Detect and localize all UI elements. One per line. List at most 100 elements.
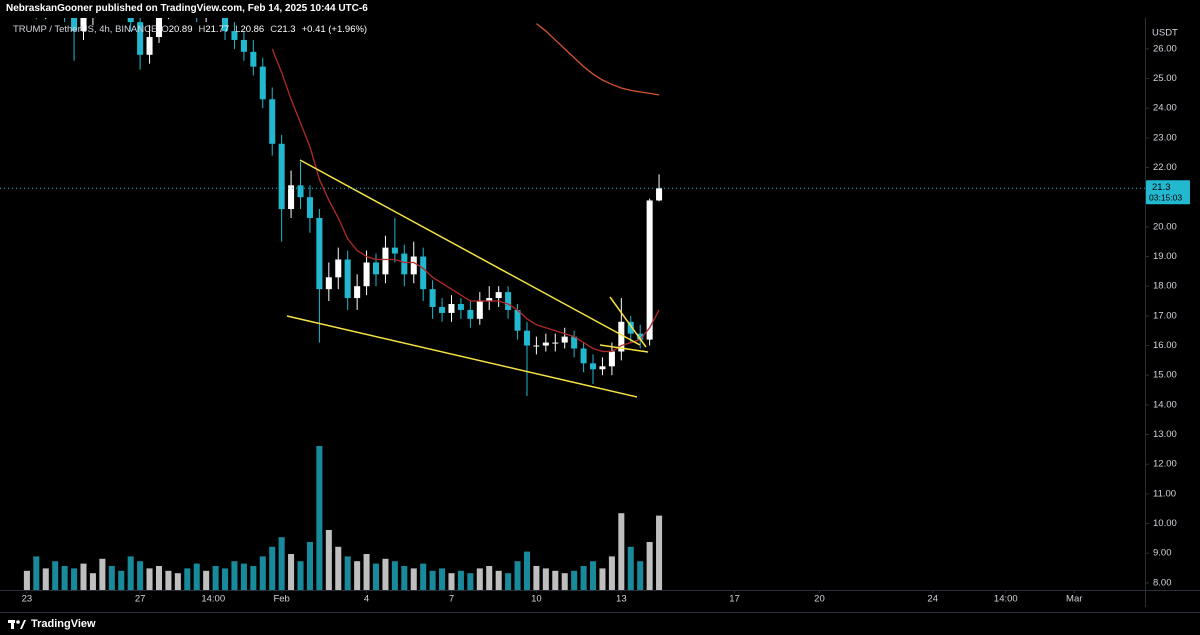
candle-body [552, 342, 559, 344]
candle-body [372, 262, 380, 275]
volume-bar [372, 563, 380, 590]
volume-bar [571, 570, 578, 590]
y-tick-label: 17.00 [1153, 310, 1177, 321]
volume-bar [146, 568, 153, 590]
candle-body [240, 39, 247, 52]
volume-bar [193, 563, 200, 590]
candle-body [288, 185, 295, 210]
volume-bar [269, 546, 276, 590]
y-tick-label: 16.00 [1153, 340, 1177, 351]
change: +0.41 (+1.96%) [301, 24, 368, 35]
volume-bar [637, 561, 644, 590]
candle-body [231, 31, 238, 40]
volume-bar [599, 568, 606, 590]
candle-body [533, 345, 540, 347]
x-tick-label: 14:00 [201, 594, 225, 605]
volume-bar [278, 537, 285, 590]
x-tick-label: 20 [814, 594, 825, 605]
candle-body [306, 197, 313, 218]
x-tick-label: 14:00 [994, 594, 1018, 605]
open-value: 20.89 [168, 24, 193, 35]
volume-bar [476, 568, 483, 590]
symbol: TRUMP / TetherUS, 4h, BINANCE [13, 24, 158, 35]
candle-body [325, 277, 332, 290]
x-tick-label: Feb [273, 594, 289, 605]
volume-bar [533, 566, 540, 590]
x-tick-label: 17 [729, 594, 740, 605]
high-value: 21.77 [205, 24, 230, 35]
currency-label: USDT [1152, 28, 1178, 39]
volume-bar [127, 556, 134, 590]
volume-bar [80, 563, 87, 590]
volume-bar [155, 566, 163, 590]
candle-layer [35, 18, 663, 396]
candle-body [476, 301, 483, 319]
candle-body [146, 36, 153, 55]
volume-bar [523, 551, 531, 590]
trendlines [286, 159, 649, 398]
y-tick-label: 19.00 [1153, 251, 1177, 262]
ma-layer [271, 23, 660, 353]
close-key: C [270, 24, 278, 35]
y-tick-label: 25.00 [1153, 73, 1177, 84]
candle-body [382, 247, 389, 275]
volume-bar [335, 546, 342, 590]
volume-bar [222, 568, 229, 590]
x-tick-label: Mar [1066, 594, 1082, 605]
volume-bar [552, 570, 559, 590]
low-value: 20.86 [240, 24, 265, 35]
y-tick-label: 18.00 [1153, 281, 1177, 292]
volume-bar [467, 573, 474, 590]
y-tick-label: 15.00 [1153, 370, 1177, 381]
volume-bar [118, 570, 125, 590]
candle-body [505, 292, 512, 310]
candle-body [571, 336, 578, 349]
volume-bar [71, 568, 78, 590]
volume-bar [23, 570, 30, 590]
candle-body [401, 253, 408, 275]
volume-bar [382, 558, 389, 590]
volume-bar [344, 556, 351, 590]
volume-bar [52, 561, 59, 590]
attribution: NebraskanGooner published on TradingView… [0, 0, 1200, 18]
volume-bar [495, 570, 502, 590]
volume-bar [505, 573, 512, 590]
volume-bar [165, 570, 172, 590]
symbol-legend: TRUMP / TetherUS, 4h, BINANCE O20.89 H21… [13, 24, 369, 35]
countdown-label: 03:15:03 [1149, 193, 1182, 203]
volume-bar [486, 566, 493, 590]
candle-body [448, 304, 455, 313]
y-tick-label: 22.00 [1153, 162, 1177, 173]
x-tick-label: 27 [135, 594, 146, 605]
y-tick-label: 26.00 [1153, 43, 1177, 54]
volume-bar [391, 561, 398, 590]
close-value: 21.3 [277, 24, 296, 35]
high-key: H [198, 24, 206, 35]
volume-bar [297, 561, 304, 590]
volume-bar [89, 573, 96, 590]
volume-bar [250, 566, 257, 590]
volume-bar [646, 542, 653, 590]
candle-body [439, 306, 446, 313]
volume-bar [137, 561, 144, 590]
candle-body [222, 18, 229, 32]
volume-bar [33, 556, 40, 590]
candle-body [80, 18, 87, 32]
x-tick-label: 24 [927, 594, 938, 605]
y-tick-label: 11.00 [1153, 488, 1176, 499]
chart: USDT 8.00 9.00 10.00 11.00 12.00 13.00 14.00 15… [0, 18, 1200, 607]
candle-body [627, 321, 634, 334]
y-tick-label: 20.00 [1153, 221, 1177, 232]
candle-body [608, 351, 615, 367]
y-tick-label: 9.00 [1153, 548, 1172, 559]
candle-body [250, 51, 257, 67]
volume-bar [288, 554, 295, 590]
volume-layer [23, 446, 663, 590]
candle-body [618, 321, 625, 352]
footer: TradingView [0, 612, 1200, 635]
candle-body [297, 185, 304, 198]
candle-body [316, 217, 323, 290]
x-tick-label: 23 [22, 594, 33, 605]
moving-average [271, 48, 660, 353]
trendline-retest [599, 344, 649, 353]
